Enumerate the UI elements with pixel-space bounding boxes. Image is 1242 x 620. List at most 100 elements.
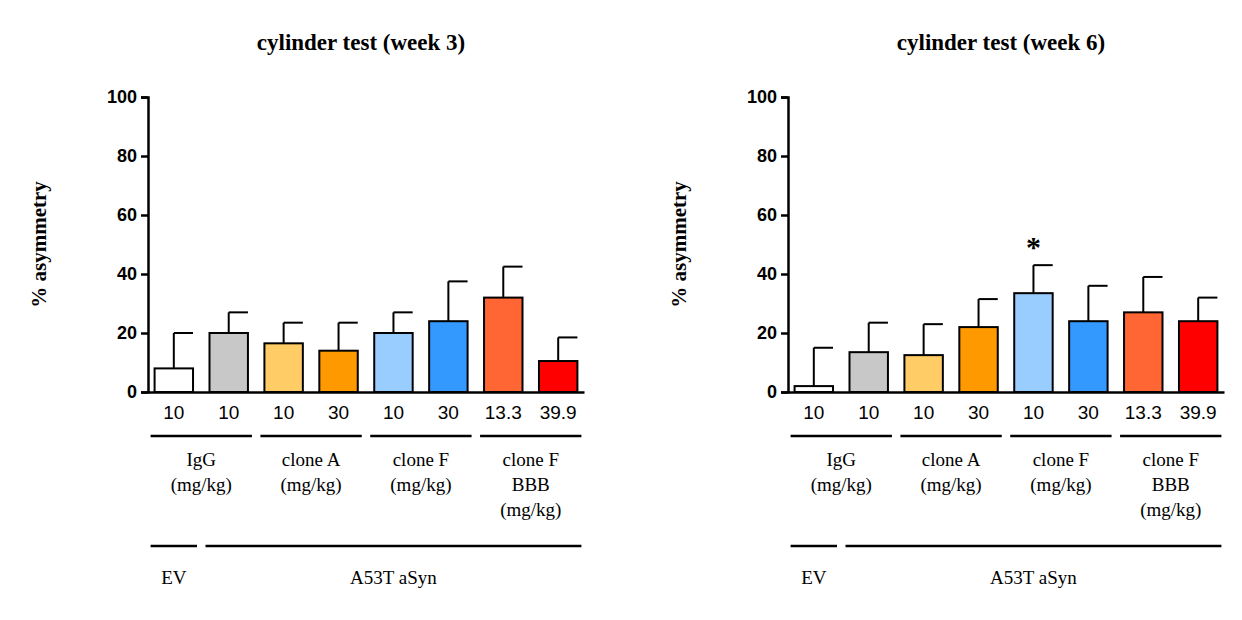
error-bar (924, 324, 943, 355)
y-tick-mark (781, 391, 788, 394)
bar (264, 343, 302, 392)
y-tick: 0 (127, 382, 148, 402)
x-tick: 10 (383, 392, 404, 423)
error-bar-stem (338, 323, 340, 351)
y-tick-label: 60 (757, 205, 777, 225)
error-bar-stem (813, 348, 815, 386)
group-line (1010, 435, 1111, 438)
error-bar-cap (979, 298, 998, 300)
bar (429, 321, 467, 392)
bar (484, 298, 522, 392)
y-tick-label: 40 (117, 264, 137, 284)
error-bar-cap (174, 332, 193, 334)
error-bar (1143, 277, 1162, 312)
error-bar (284, 323, 303, 344)
x-axis-line (149, 391, 585, 394)
error-bar-cap (1088, 285, 1107, 287)
bar (1124, 312, 1162, 392)
x-tick: 39.9 (1180, 392, 1217, 423)
x-tick-label: 10 (803, 402, 824, 423)
condition-line (846, 545, 1222, 548)
error-bar-cap (284, 322, 303, 324)
x-tick-label: 10 (383, 402, 404, 423)
error-bar-cap (869, 322, 888, 324)
y-tick-mark (141, 155, 148, 158)
condition-label: EV (161, 567, 187, 588)
y-tick-mark (781, 332, 788, 335)
x-tick: 10 (1023, 392, 1044, 423)
error-bar-cap (229, 311, 248, 313)
error-bar-stem (447, 281, 449, 321)
bar (1069, 321, 1107, 392)
condition-line (151, 545, 197, 548)
x-axis: 10101030103013.339.9 (149, 392, 585, 423)
group-line (1120, 435, 1221, 438)
x-tick-label: 10 (163, 402, 184, 423)
x-tick: 10 (218, 392, 239, 423)
group-label: IgG (826, 449, 856, 470)
error-bar-stem (1087, 286, 1089, 321)
x-axis: 10 10 10 30 10 30 13.3 39.9 (789, 392, 1225, 423)
bar (1179, 321, 1217, 392)
chart-title: cylinder test (week 6) (897, 30, 1105, 55)
error-bar-cap (448, 280, 467, 282)
group-label: (mg/kg) (811, 474, 872, 496)
error-bar-stem (283, 323, 285, 344)
group-line (370, 435, 471, 438)
group-label: clone F (1143, 449, 1199, 470)
y-tick-mark (781, 214, 788, 217)
significance-marker: * (1026, 230, 1041, 263)
error-bar-stem (1032, 265, 1034, 293)
x-tick-label: 10 (913, 402, 934, 423)
error-bar-stem (1142, 277, 1144, 312)
condition-label: A53T aSyn (990, 567, 1077, 588)
y-tick-mark (141, 273, 148, 276)
x-tick-label: 30 (1078, 402, 1099, 423)
error-bar-stem (978, 299, 980, 327)
bar (850, 352, 888, 392)
y-tick: 80 (117, 146, 148, 166)
y-tick-label: 80 (757, 146, 777, 166)
y-tick: 20 (117, 323, 148, 343)
group-label: clone F (1033, 449, 1089, 470)
y-tick-label: 20 (757, 323, 777, 343)
bar (319, 351, 357, 392)
bar (795, 386, 833, 392)
bar (155, 368, 193, 392)
group-label: IgG (186, 449, 216, 470)
x-tick: 10 (858, 392, 879, 423)
y-tick: 60 (757, 205, 788, 225)
x-tick: 13.3 (1125, 392, 1162, 423)
x-tick-label: 10 (1023, 402, 1044, 423)
error-bar (814, 348, 833, 386)
x-tick: 30 (328, 392, 349, 423)
group-label: BBB (1152, 474, 1190, 495)
group-label: clone A (282, 449, 341, 470)
condition-line (791, 545, 837, 548)
group-label: clone A (922, 449, 981, 470)
x-tick-label: 13.3 (485, 402, 522, 423)
x-tick: 13.3 (485, 392, 522, 423)
y-tick-mark (781, 96, 788, 99)
y-tick-label: 100 (747, 87, 777, 107)
chart-title: cylinder test (week 3) (257, 30, 465, 55)
error-bar-cap (339, 322, 358, 324)
y-tick-mark (141, 214, 148, 217)
group-line (151, 435, 252, 438)
group-label: (mg/kg) (500, 499, 561, 521)
x-tick: 10 (913, 392, 934, 423)
error-bar (979, 299, 998, 327)
y-tick-mark (141, 332, 148, 335)
bar (210, 333, 248, 392)
error-bar-cap (1198, 297, 1217, 299)
plot-area (795, 265, 1218, 392)
y-tick-label: 40 (757, 264, 777, 284)
error-bar-stem (868, 323, 870, 353)
y-tick: 20 (757, 323, 788, 343)
error-bar-stem (557, 337, 559, 361)
error-bar-stem (173, 333, 175, 368)
group-label: (mg/kg) (1140, 499, 1201, 521)
x-tick: 30 (968, 392, 989, 423)
error-bar-cap (814, 347, 833, 349)
x-tick-label: 30 (328, 402, 349, 423)
